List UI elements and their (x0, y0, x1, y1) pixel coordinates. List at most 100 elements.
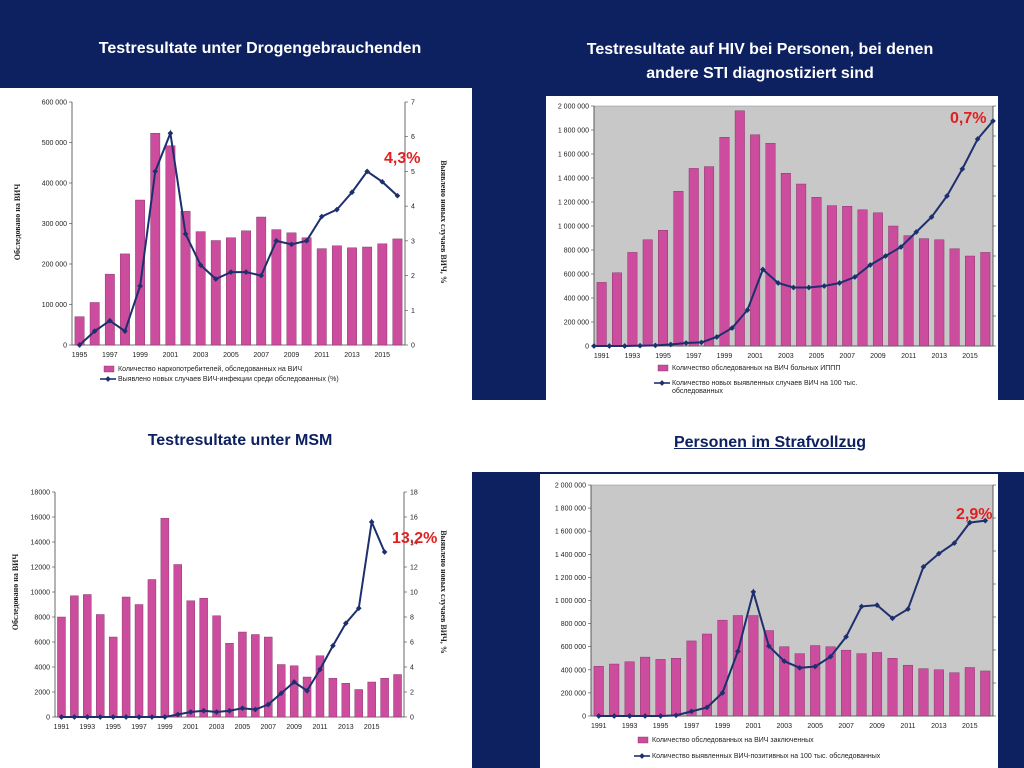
bar (70, 595, 79, 718)
bar (354, 689, 363, 718)
x-tick-label: 2007 (839, 353, 855, 360)
legend-swatch-bar (103, 365, 115, 373)
line-marker (796, 664, 803, 671)
legend-swatch-bar (657, 364, 669, 372)
x-tick-label: 2015 (364, 724, 380, 731)
legend-marker (639, 753, 645, 759)
y-tick-label: 1 400 000 (558, 176, 589, 183)
line-marker (239, 705, 246, 712)
line-marker (852, 274, 858, 280)
panel-sti: 0 200 000 400 000 600 000 800 000 1 000 000 1 … (546, 96, 998, 400)
bar (841, 649, 852, 717)
line-marker (97, 714, 104, 720)
bar (811, 196, 822, 347)
x-tick-label: 1993 (80, 724, 96, 731)
bar (655, 659, 666, 717)
x-tick-label: 1997 (686, 353, 702, 360)
bar (763, 630, 774, 717)
bar (286, 232, 297, 346)
y-tick-label: 0 (63, 343, 67, 350)
bar (341, 683, 351, 718)
bar (108, 636, 118, 718)
line-marker (122, 328, 128, 334)
bar (367, 681, 376, 718)
y-tick-label: 6000 (34, 640, 50, 647)
x-tick-label: 2001 (747, 353, 763, 360)
line-marker (278, 690, 285, 697)
line-marker (304, 687, 310, 694)
line-marker (318, 213, 325, 220)
bar (186, 600, 195, 718)
bar (934, 239, 945, 347)
x-tick-label: 1999 (157, 724, 173, 731)
bar (160, 518, 170, 718)
line-marker (959, 166, 966, 172)
bar (872, 652, 883, 717)
x-tick-label: 2005 (809, 353, 825, 360)
y-tick-label: 800 000 (564, 248, 589, 255)
line-marker (265, 701, 272, 708)
line-marker (152, 168, 159, 175)
x-tick-label: 2013 (931, 353, 947, 360)
middle-band (0, 400, 1024, 472)
line-marker (394, 192, 401, 199)
bar (150, 132, 161, 346)
x-tick-label: 1993 (625, 353, 641, 360)
line-marker (288, 241, 295, 248)
annotation-msm: 13,2% (392, 530, 438, 547)
bar (83, 594, 92, 718)
y2-axis-label: Выявлено новых случаев ВИЧ, % (439, 530, 448, 654)
x-tick-label: 2013 (344, 352, 360, 359)
legend-label-cont: обследованных (672, 387, 723, 395)
bar (104, 273, 115, 346)
bar (918, 238, 929, 347)
bar (658, 229, 669, 347)
bar (903, 235, 914, 347)
y-axis-label: Обследовано на ВИЧ (11, 554, 20, 631)
x-tick-label: 1995 (655, 353, 671, 360)
line-marker (91, 328, 98, 334)
x-tick-label: 2005 (223, 352, 239, 359)
line-marker (343, 620, 349, 627)
bar (57, 616, 66, 718)
bar (147, 579, 157, 718)
bar (918, 668, 929, 717)
y-tick-label: 1 600 000 (555, 529, 586, 536)
bar (642, 239, 653, 347)
bar (671, 658, 682, 717)
bar (857, 209, 868, 347)
x-tick-label: 2011 (900, 723, 915, 730)
bar (315, 655, 325, 718)
panel-msm: 0 2000 4000 6000 8000 10000 12000 14000 16000 180… (0, 472, 472, 768)
line-marker (71, 714, 78, 720)
x-tick-label: 2015 (375, 352, 391, 359)
y-tick-label: 1 600 000 (558, 152, 589, 159)
line-marker (966, 519, 973, 526)
line-marker (874, 602, 880, 608)
line-marker (381, 549, 388, 555)
y-tick-label: 0 (582, 714, 586, 721)
y-tick-label: 10000 (31, 590, 51, 597)
line-marker (252, 706, 259, 713)
bar (238, 631, 247, 718)
y2-tick-label: 7 (411, 100, 415, 107)
x-tick-label: 2013 (338, 724, 354, 731)
line-marker (591, 343, 597, 349)
line-marker (368, 519, 375, 525)
line-marker (652, 342, 659, 349)
y-tick-label: 4000 (34, 665, 50, 672)
line-marker (713, 334, 720, 340)
bar (393, 674, 402, 718)
x-tick-label: 2015 (962, 353, 978, 360)
bar (121, 596, 131, 718)
y-tick-label: 14000 (31, 540, 51, 547)
y-tick-label: 1 200 000 (555, 575, 586, 582)
x-tick-label: 2001 (746, 723, 762, 730)
line-marker (162, 714, 168, 720)
bar (902, 664, 913, 717)
x-tick-label: 2009 (286, 724, 302, 731)
x-tick-label: 2007 (260, 724, 276, 731)
y-tick-label: 1 000 000 (558, 224, 589, 231)
bar (331, 245, 342, 346)
x-tick-label: 2007 (253, 352, 269, 359)
